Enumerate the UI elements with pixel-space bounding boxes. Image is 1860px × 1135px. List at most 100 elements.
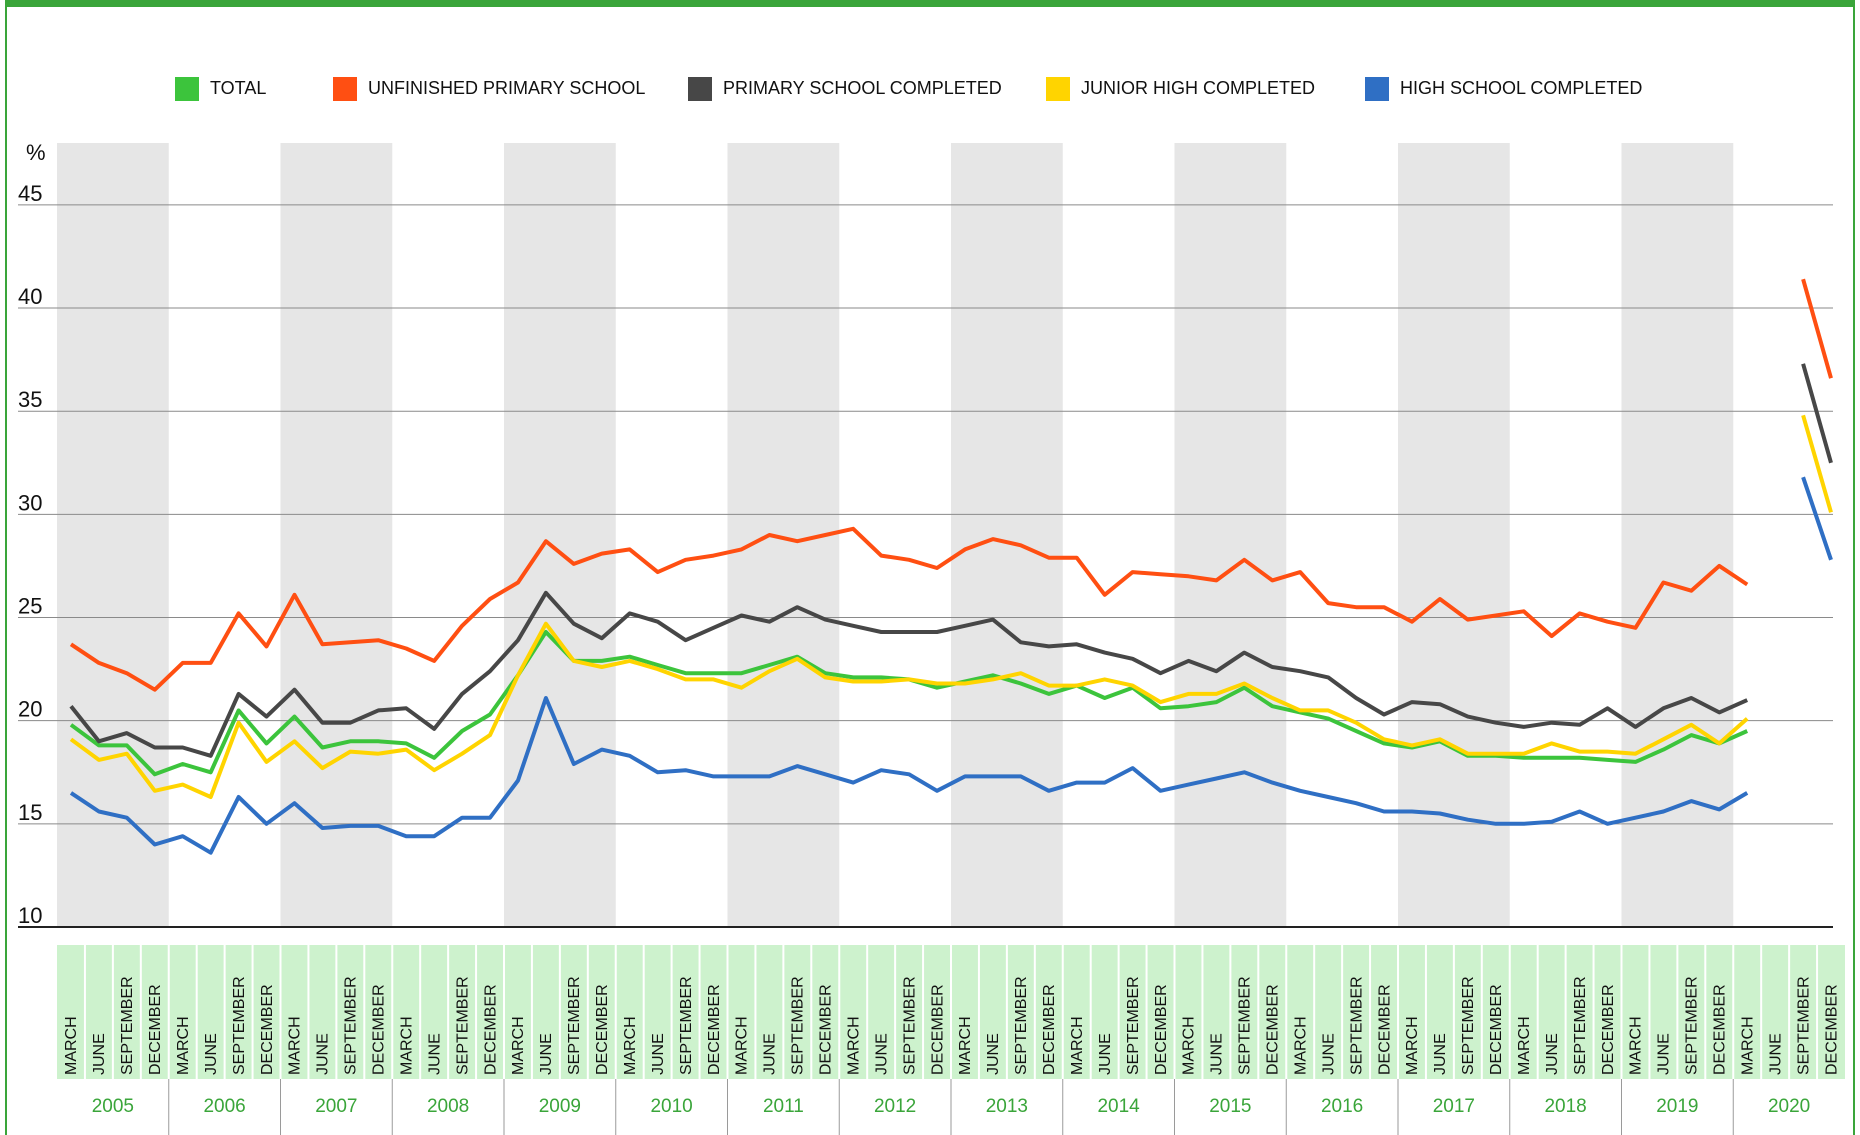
year-band	[280, 143, 393, 927]
y-tick-label: 25	[18, 594, 42, 619]
year-label: 2016	[1321, 1096, 1363, 1117]
x-tick-label: DECEMBER	[1153, 984, 1170, 1075]
year-label: 2008	[427, 1096, 469, 1117]
x-tick-label: JUNE	[1209, 1033, 1226, 1075]
year-band	[1398, 143, 1510, 927]
legend-label: HIGH SCHOOL COMPLETED	[1400, 78, 1642, 98]
year-label: 2010	[650, 1096, 692, 1117]
x-tick-label: DECEMBER	[818, 984, 835, 1075]
x-tick-label: DECEMBER	[1823, 984, 1840, 1075]
x-tick-label: JUNE	[1767, 1033, 1784, 1075]
year-label: 2012	[874, 1096, 916, 1117]
x-tick-label: DECEMBER	[1488, 984, 1505, 1075]
y-tick-label: 20	[18, 697, 42, 722]
x-tick-label: SEPTEMBER	[119, 976, 136, 1075]
x-tick-label: SEPTEMBER	[454, 976, 471, 1075]
x-tick-label: MARCH	[398, 1016, 415, 1075]
x-tick-label: JUNE	[1097, 1033, 1114, 1075]
x-tick-label: MARCH	[1739, 1016, 1756, 1075]
x-tick-label: JUNE	[1432, 1033, 1449, 1075]
x-tick-label: MARCH	[1516, 1016, 1533, 1075]
x-tick-label: JUNE	[91, 1033, 108, 1075]
x-tick-label: DECEMBER	[1600, 984, 1617, 1075]
x-tick-label: JUNE	[1320, 1033, 1337, 1075]
x-tick-label: DECEMBER	[1376, 984, 1393, 1075]
x-tick-label: DECEMBER	[1041, 984, 1058, 1075]
year-label: 2015	[1209, 1096, 1251, 1117]
x-tick-label: JUNE	[650, 1033, 667, 1075]
legend-swatch	[688, 77, 712, 101]
series-line	[69, 363, 1833, 758]
series-line	[69, 476, 1833, 855]
legend-swatch	[333, 77, 357, 101]
legend-label: TOTAL	[210, 78, 266, 98]
series-line	[69, 278, 1833, 692]
x-tick-label: JUNE	[873, 1033, 890, 1075]
legend-swatch	[175, 77, 199, 101]
x-tick-label: SEPTEMBER	[1684, 976, 1701, 1075]
y-tick-label: 15	[18, 800, 42, 825]
y-tick-label: 45	[18, 181, 42, 206]
x-tick-label: MARCH	[622, 1016, 639, 1075]
x-tick-label: MARCH	[1181, 1016, 1198, 1075]
y-tick-label: 40	[18, 284, 42, 309]
x-tick-label: JUNE	[762, 1033, 779, 1075]
year-band	[1174, 143, 1287, 927]
x-tick-label: SEPTEMBER	[343, 976, 360, 1075]
x-tick-label: DECEMBER	[371, 984, 388, 1075]
x-tick-label: MARCH	[1292, 1016, 1309, 1075]
year-label: 2006	[203, 1096, 245, 1117]
x-tick-label: DECEMBER	[1712, 984, 1729, 1075]
x-tick-label: SEPTEMBER	[1237, 976, 1254, 1075]
year-label: 2005	[92, 1096, 134, 1117]
x-tick-label: MARCH	[1404, 1016, 1421, 1075]
year-label: 2017	[1433, 1096, 1475, 1117]
x-tick-label: SEPTEMBER	[901, 976, 918, 1075]
x-tick-label: MARCH	[510, 1016, 527, 1075]
x-tick-label: DECEMBER	[259, 984, 276, 1075]
x-tick-label: DECEMBER	[594, 984, 611, 1075]
x-tick-label: SEPTEMBER	[1795, 976, 1812, 1075]
y-tick-label: 35	[18, 387, 42, 412]
x-tick-label: MARCH	[1069, 1016, 1086, 1075]
x-tick-label: SEPTEMBER	[1572, 976, 1589, 1075]
x-tick-label: JUNE	[315, 1033, 332, 1075]
x-tick-label: MARCH	[845, 1016, 862, 1075]
x-tick-label: DECEMBER	[706, 984, 723, 1075]
x-tick-label: JUNE	[985, 1033, 1002, 1075]
year-label: 2018	[1544, 1096, 1586, 1117]
x-tick-label: SEPTEMBER	[678, 976, 695, 1075]
series-line	[69, 414, 1833, 799]
x-tick-label: DECEMBER	[929, 984, 946, 1075]
legend-swatch	[1046, 77, 1070, 101]
x-tick-label: JUNE	[538, 1033, 555, 1075]
y-tick-label: 30	[18, 490, 42, 515]
legend-swatch	[1365, 77, 1389, 101]
x-tick-label: SEPTEMBER	[1348, 976, 1365, 1075]
x-tick-label: MARCH	[734, 1016, 751, 1075]
x-tick-label: SEPTEMBER	[790, 976, 807, 1075]
year-band	[951, 143, 1063, 927]
x-tick-label: JUNE	[1544, 1033, 1561, 1075]
x-tick-label: JUNE	[426, 1033, 443, 1075]
x-tick-label: SEPTEMBER	[1125, 976, 1142, 1075]
x-tick-label: MARCH	[1628, 1016, 1645, 1075]
legend-label: JUNIOR HIGH COMPLETED	[1081, 78, 1315, 98]
year-label: 2019	[1656, 1096, 1698, 1117]
year-label: 2013	[986, 1096, 1028, 1117]
year-band	[1621, 143, 1734, 927]
x-tick-label: SEPTEMBER	[231, 976, 248, 1075]
x-tick-label: DECEMBER	[147, 984, 164, 1075]
legend-label: UNFINISHED PRIMARY SCHOOL	[368, 78, 645, 98]
year-band	[57, 143, 169, 927]
year-label: 2009	[539, 1096, 581, 1117]
x-tick-label: MARCH	[175, 1016, 192, 1075]
x-tick-label: SEPTEMBER	[1460, 976, 1477, 1075]
y-tick-label: 10	[18, 903, 42, 928]
year-label: 2007	[315, 1096, 357, 1117]
x-tick-label: SEPTEMBER	[1013, 976, 1030, 1075]
year-label: 2011	[763, 1096, 804, 1117]
top-bar	[6, 0, 1854, 7]
y-axis-label: %	[26, 140, 46, 165]
